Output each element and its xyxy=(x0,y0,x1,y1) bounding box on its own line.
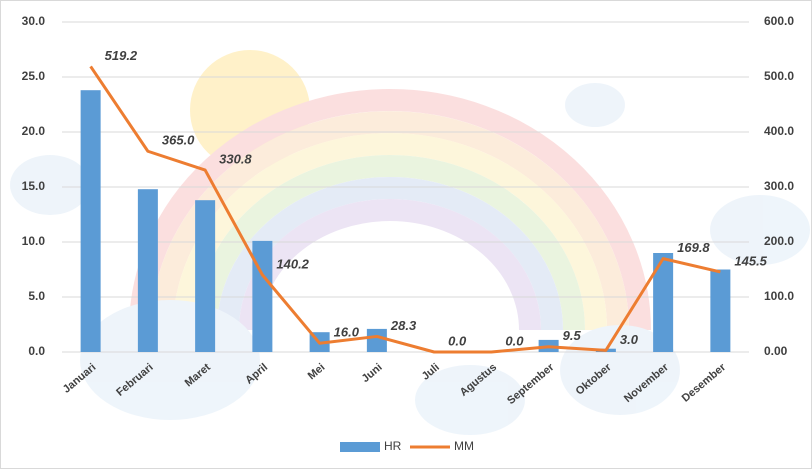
y2-tick-label: 0.00 xyxy=(764,344,788,358)
bar xyxy=(252,240,273,352)
y2-tick-label: 400.0 xyxy=(764,124,794,138)
y-tick-label: 0.0 xyxy=(28,344,45,358)
data-label: 169.8 xyxy=(677,240,710,255)
y-tick-label: 15.0 xyxy=(22,179,46,193)
legend-label: HR xyxy=(384,439,402,453)
y-tick-label: 25.0 xyxy=(22,69,46,83)
bar xyxy=(80,90,101,352)
y2-tick-label: 600.0 xyxy=(764,14,794,28)
y2-tick-label: 500.0 xyxy=(764,69,794,83)
data-label: 145.5 xyxy=(734,253,767,268)
data-label: 330.8 xyxy=(219,151,252,166)
y-tick-label: 30.0 xyxy=(22,14,46,28)
data-label: 9.5 xyxy=(563,328,582,343)
legend-label: MM xyxy=(454,439,474,453)
data-label: 365.0 xyxy=(162,133,195,148)
data-label: 0.0 xyxy=(448,333,467,348)
y2-tick-label: 200.0 xyxy=(764,234,794,248)
data-label: 0.0 xyxy=(505,333,524,348)
bar xyxy=(366,328,387,352)
data-label: 3.0 xyxy=(620,332,639,347)
y2-tick-label: 100.0 xyxy=(764,289,794,303)
bar xyxy=(653,253,674,352)
y-tick-label: 20.0 xyxy=(22,124,46,138)
data-label: 519.2 xyxy=(105,48,138,63)
y-tick-label: 10.0 xyxy=(22,234,46,248)
y2-tick-label: 300.0 xyxy=(764,179,794,193)
data-label: 16.0 xyxy=(334,325,360,340)
data-label: 140.2 xyxy=(276,256,309,271)
bar xyxy=(195,200,216,352)
bar xyxy=(710,269,731,352)
data-label: 28.3 xyxy=(390,318,417,333)
line xyxy=(89,65,721,354)
y-tick-label: 5.0 xyxy=(28,289,45,303)
legend-swatch xyxy=(340,442,380,452)
bar xyxy=(137,189,158,352)
